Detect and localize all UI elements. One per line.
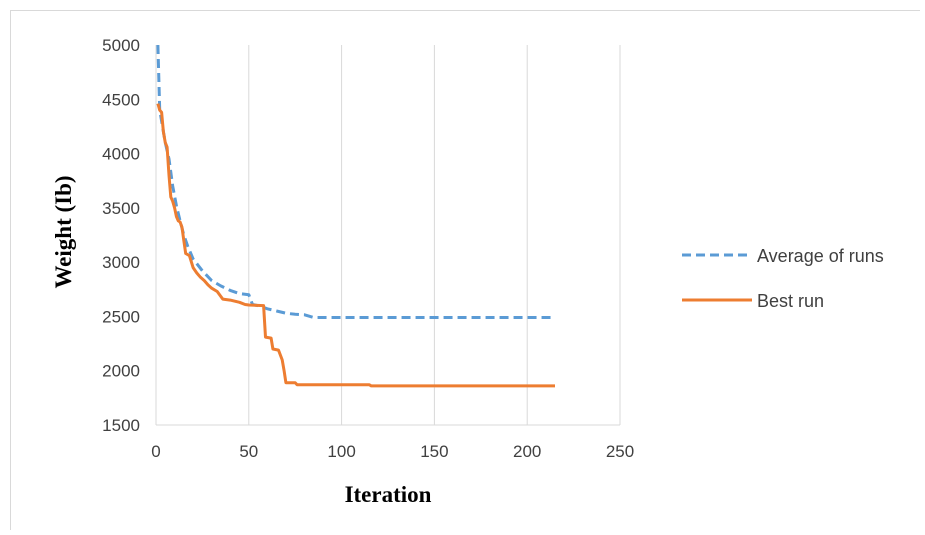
series-lines: [156, 44, 555, 388]
chart-frame: [10, 10, 920, 530]
x-tick-label: 250: [606, 442, 634, 461]
y-tick-label: 3000: [102, 253, 140, 272]
y-axis-title: Weight (Ib): [51, 175, 76, 288]
y-tick-label: 3500: [102, 199, 140, 218]
x-tick-label: 100: [327, 442, 355, 461]
y-tick-label: 5000: [102, 36, 140, 55]
series-line-average: [156, 44, 555, 319]
x-tick-label: 0: [151, 442, 160, 461]
gridlines: [248, 45, 621, 425]
legend-label-best: Best run: [757, 291, 824, 311]
x-tick-label: 50: [239, 442, 258, 461]
series-line-best: [156, 103, 555, 388]
x-tick-label: 150: [420, 442, 448, 461]
axes: [155, 45, 620, 426]
x-axis-title: Iteration: [345, 482, 432, 507]
y-tick-label: 4500: [102, 90, 140, 109]
tick-labels: 0 50 100 150 200 250 1500 2000 2500 3000 3500 4000 4…: [102, 36, 634, 461]
y-tick-label: 4000: [102, 145, 140, 164]
x-tick-label: 200: [513, 442, 541, 461]
legend: Average of runs Best run: [682, 246, 884, 311]
legend-label-average: Average of runs: [757, 246, 884, 266]
y-tick-label: 1500: [102, 416, 140, 435]
y-tick-label: 2500: [102, 307, 140, 326]
y-tick-label: 2000: [102, 362, 140, 381]
